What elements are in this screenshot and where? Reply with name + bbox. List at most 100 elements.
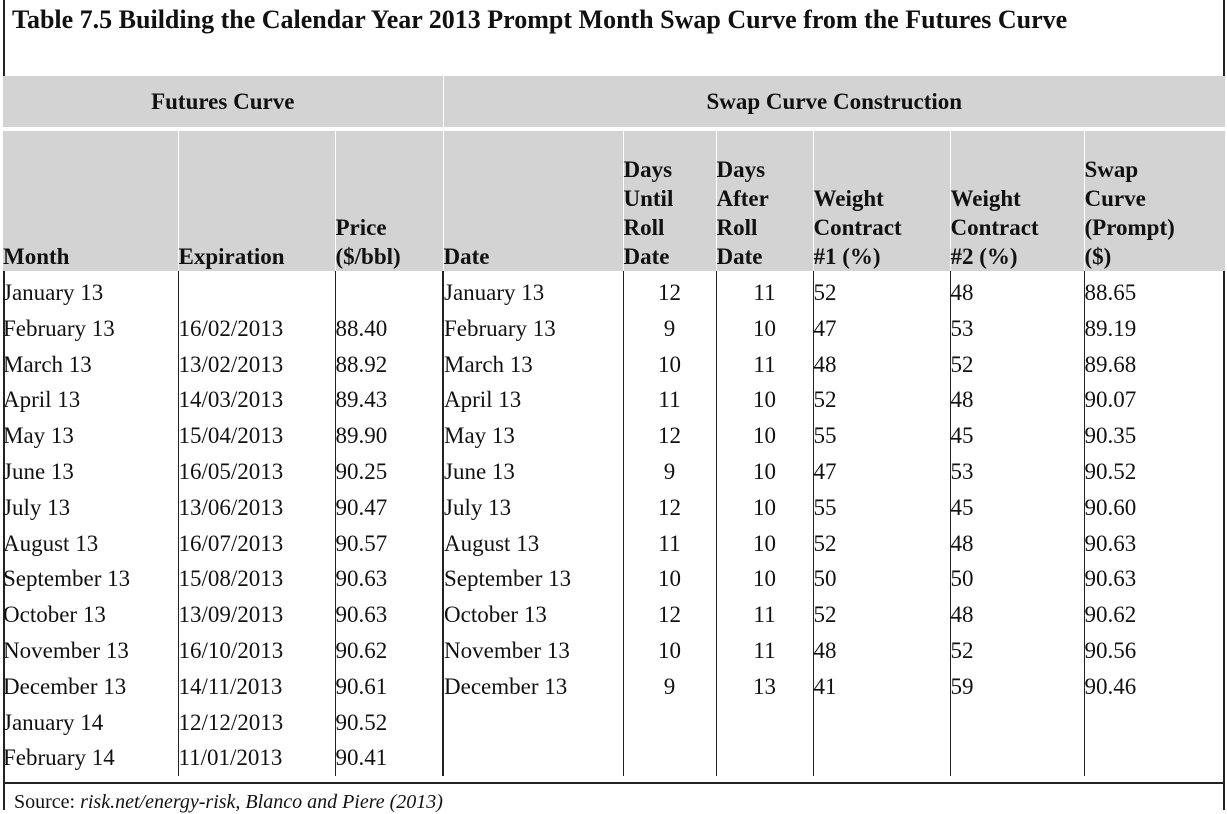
header-line: Contract — [813, 215, 902, 240]
cell-swap-curve: 90.62 — [1084, 602, 1137, 628]
table-row: February 14 11/01/2013 90.41 — [3, 740, 1225, 777]
cell-swap-curve: 90.07 — [1084, 387, 1137, 413]
source-text: risk.net/energy-risk, Blanco and Piere (… — [80, 791, 443, 813]
source-prefix: Source: — [14, 791, 81, 813]
cell-days-until-roll: 11 — [623, 382, 717, 419]
cell-swap-curve: 90.60 — [1084, 494, 1137, 520]
cell-weight-contract-2: 45 — [950, 489, 1085, 526]
header-line: Curve — [1084, 186, 1146, 211]
cell-days-after-roll: 11 — [716, 632, 814, 669]
cell-date: September 13 — [443, 561, 624, 598]
cell-weight-contract-1: 47 — [813, 310, 951, 347]
cell-price: 90.63 — [335, 597, 444, 633]
cell-price: 90.41 — [335, 740, 444, 777]
cell-date: August 13 — [443, 525, 624, 562]
cell-swap-curve: 88.65 — [1084, 280, 1137, 305]
cell-price: 89.43 — [335, 382, 444, 419]
cell-swap-curve: 90.46 — [1084, 673, 1137, 699]
cell-days-after-roll: 10 — [716, 382, 814, 419]
cell-date: May 13 — [443, 418, 624, 454]
cell-days-after-roll: 10 — [716, 418, 814, 454]
cell-month: January 14 — [3, 704, 179, 741]
cell-days-after-roll — [716, 740, 814, 777]
cell-weight-contract-1: 48 — [813, 632, 951, 669]
table-row: February 13 16/02/2013 88.40 February 13 9 10… — [3, 310, 1225, 347]
cell-expiration: 16/10/2013 — [178, 632, 336, 669]
table-row: January 14 12/12/2013 90.52 — [3, 704, 1225, 741]
col-header-date: Date — [443, 129, 624, 271]
cell-price: 90.61 — [335, 668, 444, 705]
group-header-swap: Swap Curve Construction — [443, 76, 1226, 131]
cell-weight-contract-1: 52 — [813, 525, 951, 562]
cell-days-after-roll — [716, 704, 814, 741]
cell-month: March 13 — [3, 346, 179, 383]
cell-swap-curve: 90.35 — [1084, 423, 1137, 449]
cell-swap-curve — [1084, 740, 1225, 776]
cell-weight-contract-2: 52 — [950, 632, 1085, 669]
cell-month: August 13 — [3, 525, 179, 562]
cell-date: June 13 — [443, 453, 624, 490]
table-row: March 13 13/02/2013 88.92 March 13 10 11 48 52 8… — [3, 346, 1225, 383]
cell-swap-curve — [1084, 705, 1225, 741]
table-row: January 13 January 13 12 11 52 48 88.65 — [3, 271, 1225, 311]
cell-days-after-roll: 11 — [716, 597, 814, 633]
col-header-swap-curve: Swap Curve (Prompt) ($) — [1084, 129, 1226, 271]
cell-days-until-roll: 9 — [623, 668, 717, 705]
cell-price: 90.57 — [335, 525, 444, 562]
cell-price: 88.40 — [335, 310, 444, 347]
cell-swap-curve: 90.63 — [1084, 530, 1137, 556]
cell-days-until-roll: 12 — [623, 271, 717, 311]
cell-days-after-roll: 10 — [716, 453, 814, 490]
cell-month: July 13 — [3, 489, 179, 526]
cell-swap-curve: 89.19 — [1084, 315, 1137, 341]
cell-expiration: 13/06/2013 — [178, 489, 336, 526]
cell-weight-contract-1: 48 — [813, 346, 951, 383]
cell-expiration: 16/05/2013 — [178, 453, 336, 490]
header-line: Date — [716, 244, 763, 269]
cell-days-until-roll: 9 — [623, 453, 717, 490]
cell-expiration: 12/12/2013 — [178, 704, 336, 741]
header-line: Days — [623, 157, 673, 182]
cell-month: April 13 — [3, 382, 179, 419]
cell-weight-contract-2: 48 — [950, 597, 1085, 633]
cell-month: November 13 — [3, 632, 179, 669]
cell-date: December 13 — [443, 668, 624, 705]
cell-weight-contract-2: 59 — [950, 668, 1085, 705]
cell-weight-contract-1: 41 — [813, 668, 951, 705]
header-line: Contract — [950, 215, 1039, 240]
cell-days-until-roll — [623, 740, 717, 777]
cell-price: 90.63 — [335, 561, 444, 598]
cell-date: April 13 — [443, 382, 624, 419]
header-line: Roll — [716, 215, 758, 240]
cell-month: February 13 — [3, 310, 179, 347]
cell-month: January 13 — [3, 271, 179, 311]
table-body: January 13 January 13 12 11 52 48 88.65 Februar… — [3, 271, 1225, 777]
header-line: ($) — [1084, 244, 1112, 269]
col-header-expiration: Expiration — [178, 129, 336, 271]
bottom-rule — [3, 782, 1225, 784]
cell-price: 90.52 — [335, 704, 444, 741]
cell-swap-curve: 90.56 — [1084, 637, 1137, 663]
cell-date: January 13 — [443, 271, 624, 311]
cell-days-until-roll: 10 — [623, 632, 717, 669]
col-header-days-after-roll: Days After Roll Date — [716, 129, 814, 271]
cell-days-until-roll: 12 — [623, 489, 717, 526]
cell-month: May 13 — [3, 418, 179, 454]
table-row: September 13 15/08/2013 90.63 September 13 1… — [3, 561, 1225, 598]
cell-days-after-roll: 11 — [716, 271, 814, 311]
cell-date: February 13 — [443, 310, 624, 347]
cell-weight-contract-1: 55 — [813, 418, 951, 454]
cell-expiration: 13/02/2013 — [178, 346, 336, 383]
col-header-weight-contract-2: Weight Contract #2 (%) — [950, 129, 1085, 271]
cell-days-after-roll: 10 — [716, 561, 814, 598]
cell-days-until-roll: 11 — [623, 525, 717, 562]
cell-weight-contract-1: 50 — [813, 561, 951, 598]
group-header-futures: Futures Curve — [3, 76, 444, 131]
source-note: Source: risk.net/energy-risk, Blanco and… — [14, 790, 443, 814]
cell-date: November 13 — [443, 632, 624, 669]
cell-month: June 13 — [3, 453, 179, 490]
cell-expiration: 14/11/2013 — [178, 668, 336, 705]
cell-weight-contract-2: 45 — [950, 418, 1085, 454]
cell-month: October 13 — [3, 597, 179, 633]
cell-date — [443, 704, 624, 741]
